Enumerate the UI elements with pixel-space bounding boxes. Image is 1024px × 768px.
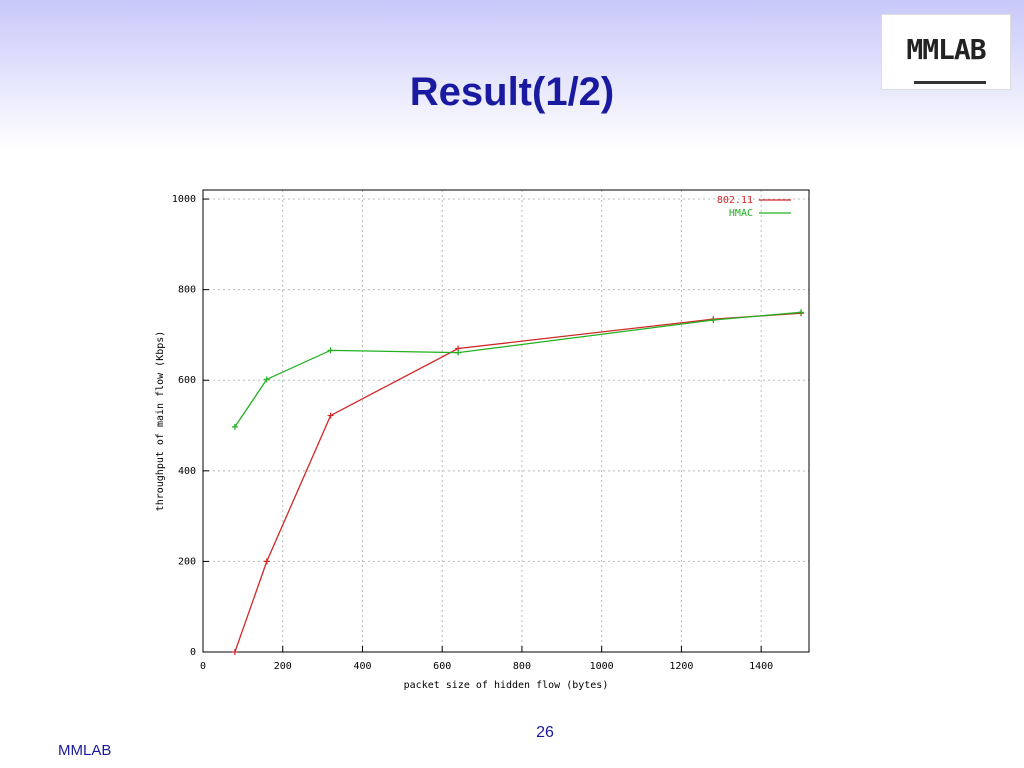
x-axis-label: packet size of hidden flow (bytes): [404, 680, 609, 691]
logo-bar: [914, 81, 986, 84]
legend-label: HMAC: [729, 208, 753, 219]
footer: MMLAB: [58, 742, 112, 759]
x-tick-label: 400: [353, 661, 371, 672]
page-number: 26: [536, 724, 554, 741]
point: [455, 349, 462, 356]
legend-label: 802.11: [717, 195, 753, 206]
x-tick-label: 800: [513, 661, 531, 672]
y-tick-label: 400: [178, 466, 196, 477]
series-line: [234, 311, 802, 428]
x-tick-label: 1000: [590, 661, 614, 672]
point: [263, 558, 270, 565]
x-tick-label: 1400: [749, 661, 773, 672]
point: [263, 376, 270, 383]
point: [710, 316, 717, 323]
plot-frame: [202, 189, 810, 653]
point: [231, 423, 238, 430]
x-tick-label: 1200: [669, 661, 693, 672]
y-tick-label: 200: [178, 556, 196, 567]
logo: MMLAB: [881, 14, 1011, 90]
y-tick-label: 0: [190, 647, 196, 658]
y-tick-label: 1000: [172, 194, 196, 205]
slide-title: Result(1/2): [409, 70, 615, 114]
y-axis-label: throughput of main flow (Kbps): [155, 331, 166, 512]
y-tick-label: 600: [178, 375, 196, 386]
x-tick-label: 600: [433, 661, 451, 672]
point: [327, 412, 334, 419]
logo-text: MMLAB: [906, 33, 986, 66]
chart-background: [145, 180, 825, 700]
x-tick-label: 0: [200, 661, 206, 672]
y-tick-label: 800: [178, 285, 196, 296]
point: [327, 347, 334, 354]
x-tick-label: 200: [274, 661, 292, 672]
point: [231, 649, 238, 655]
point: [798, 309, 805, 316]
